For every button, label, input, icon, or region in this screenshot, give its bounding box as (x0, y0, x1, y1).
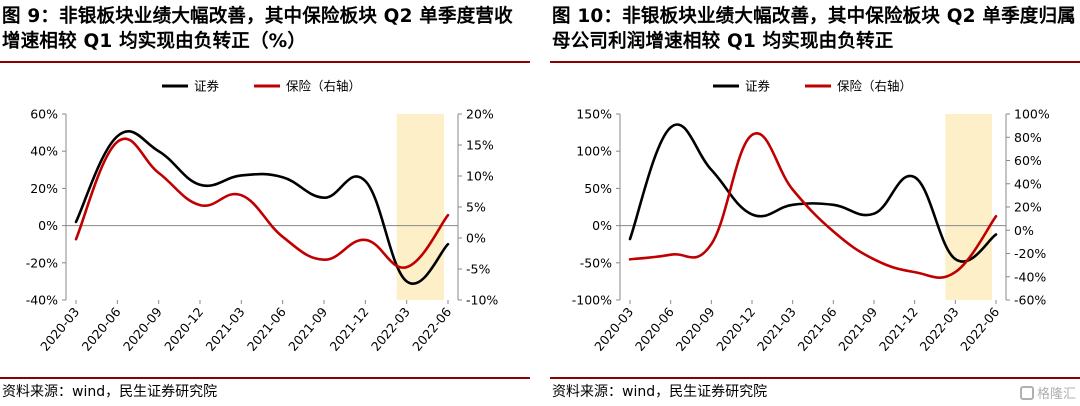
source-divider (550, 377, 1080, 379)
x-tick-label: 2021-12 (876, 304, 921, 354)
y-right-tick-label: 100% (1014, 107, 1050, 122)
x-tick-label: 2022-03 (368, 304, 413, 354)
y-left-tick-label: -100% (572, 293, 612, 308)
series-line-insurance (628, 132, 998, 280)
x-tick-label: 2020-12 (161, 304, 206, 354)
x-tick-label: 2021-12 (327, 304, 372, 354)
y-right-tick-label: -5% (466, 262, 490, 277)
y-left-tick-label: -50% (580, 255, 612, 270)
y-right-tick-label: -40% (1014, 269, 1046, 284)
x-tick-label: 2021-03 (203, 304, 248, 354)
x-tick-label: 2020-06 (632, 304, 677, 354)
y-right-tick-label: -20% (1014, 246, 1046, 261)
legend-label-securities: 证券 (194, 79, 220, 94)
x-tick-label: 2021-09 (835, 304, 880, 354)
y-right-tick-label: 10% (466, 169, 494, 184)
y-right-tick-label: 0% (466, 231, 486, 246)
y-right-tick-label: 80% (1014, 130, 1042, 145)
y-right-tick-label: 15% (466, 138, 494, 153)
y-right-tick-label: 20% (1014, 200, 1042, 215)
y-right-tick-label: -60% (1014, 293, 1046, 308)
y-right-tick-label: -10% (466, 293, 498, 308)
line-chart-profit-growth: -100% -50% 0% 50% 100% 150% -60% -40% -20% 0% 20% 4… (572, 79, 1050, 354)
legend-label-insurance: 保险（右轴） (837, 79, 912, 94)
watermark-logo-icon (1019, 385, 1034, 400)
y-left-tick-label: 100% (576, 144, 612, 159)
y-right-tick-label: 0% (1014, 223, 1034, 238)
highlight-band (945, 114, 992, 300)
figure-title: 图 10：非银板块业绩大幅改善，其中保险板块 Q2 单季度归属母公司利润增速相较… (552, 6, 1076, 52)
y-left-tick-label: 60% (30, 107, 58, 122)
chart-panel-left: 图 9：非银板块业绩大幅改善，其中保险板块 Q2 单季度营收增速相较 Q1 均实… (0, 0, 530, 406)
watermark: 格隆汇 (1019, 383, 1076, 402)
legend-label-securities: 证券 (745, 79, 771, 94)
y-left-tick-label: 0% (592, 218, 612, 233)
x-tick-label: 2020-09 (120, 304, 165, 354)
figure-title: 图 9：非银板块业绩大幅改善，其中保险板块 Q2 单季度营收增速相较 Q1 均实… (2, 6, 513, 52)
series-line-insurance (74, 137, 450, 269)
watermark-text: 格隆汇 (1036, 387, 1076, 402)
title-divider (550, 61, 1080, 63)
legend-label-insurance: 保险（右轴） (286, 79, 361, 94)
chart-panel-right: 图 10：非银板块业绩大幅改善，其中保险板块 Q2 单季度归属母公司利润增速相较… (550, 0, 1080, 406)
x-tick-label: 2021-06 (244, 304, 289, 354)
x-tick-label: 2020-12 (713, 304, 758, 354)
x-tick-label: 2021-09 (285, 304, 330, 354)
x-tick-label: 2021-06 (795, 304, 840, 354)
y-right-tick-label: 40% (1014, 176, 1042, 191)
x-tick-label: 2022-03 (917, 304, 962, 354)
title-divider (0, 61, 530, 63)
line-chart-revenue-growth: -40% -20% 0% 20% 40% 60% -10% -5% 0% 5% 10% 15% 20% 2… (26, 79, 499, 354)
source-note: 资料来源：wind，民生证券研究院 (552, 384, 768, 400)
x-tick-label: 2020-03 (37, 304, 82, 354)
x-tick-label: 2020-06 (79, 304, 124, 354)
source-divider (0, 377, 530, 379)
x-tick-label: 2021-03 (754, 304, 799, 354)
series-line-securities (628, 123, 998, 263)
x-tick-label: 2020-09 (673, 304, 718, 354)
y-left-tick-label: 50% (584, 181, 612, 196)
y-left-tick-label: -20% (26, 255, 58, 270)
y-right-tick-label: 5% (466, 200, 486, 215)
y-left-tick-label: -40% (26, 293, 58, 308)
y-left-tick-label: 0% (38, 218, 58, 233)
y-right-tick-label: 60% (1014, 153, 1042, 168)
source-note: 资料来源：wind，民生证券研究院 (2, 384, 218, 400)
x-tick-label: 2022-06 (957, 304, 1002, 354)
x-tick-label: 2020-03 (591, 304, 636, 354)
y-left-tick-label: 40% (30, 144, 58, 159)
y-left-tick-label: 20% (30, 181, 58, 196)
highlight-band (396, 114, 444, 300)
x-tick-label: 2022-06 (409, 304, 454, 354)
series-line-securities (74, 130, 450, 285)
y-right-tick-label: 20% (466, 107, 494, 122)
y-left-tick-label: 150% (576, 107, 612, 122)
